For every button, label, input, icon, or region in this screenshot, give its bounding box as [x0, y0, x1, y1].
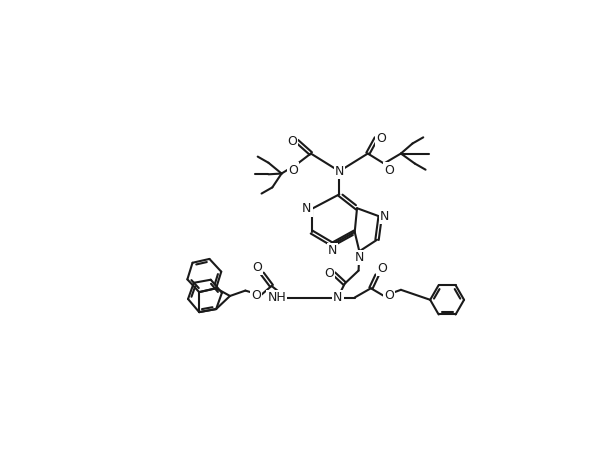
Text: N: N — [354, 251, 364, 264]
Text: N: N — [302, 202, 311, 215]
Text: N: N — [380, 210, 390, 223]
Text: O: O — [384, 164, 394, 176]
Text: N: N — [333, 291, 342, 304]
Text: O: O — [377, 262, 387, 275]
Text: NH: NH — [268, 291, 286, 304]
Text: O: O — [287, 135, 297, 147]
Text: O: O — [376, 131, 386, 145]
Text: N: N — [328, 245, 337, 257]
Text: O: O — [252, 261, 262, 273]
Text: N: N — [334, 165, 344, 178]
Text: O: O — [384, 289, 394, 302]
Text: O: O — [251, 289, 261, 302]
Text: O: O — [288, 164, 298, 176]
Text: O: O — [324, 267, 334, 280]
